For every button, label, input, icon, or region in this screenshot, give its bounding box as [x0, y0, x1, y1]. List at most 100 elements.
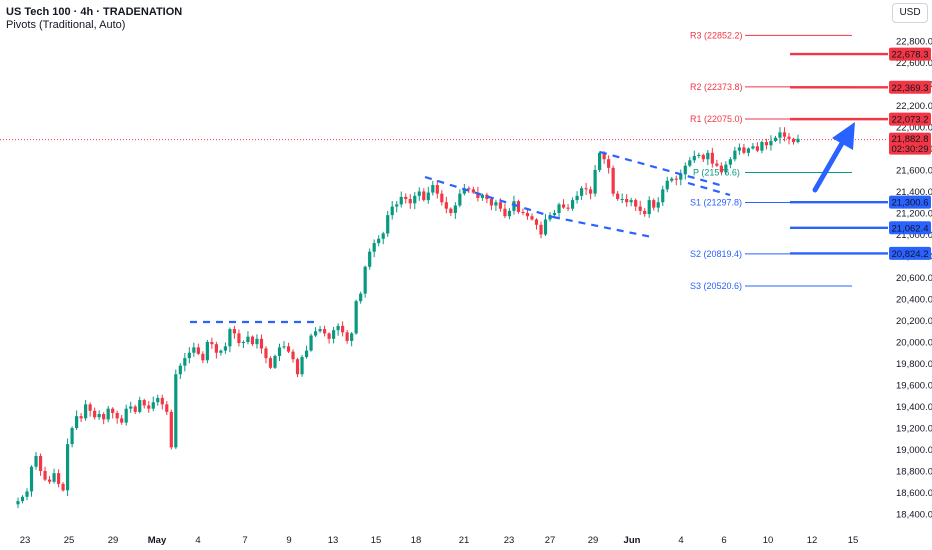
- candle-body: [309, 335, 313, 351]
- x-tick-label: 25: [64, 535, 75, 546]
- y-tick-label: 18,800.0: [896, 467, 932, 478]
- candle-body: [760, 142, 764, 151]
- pivot-lines: R3 (22852.2) R2 (22373.8) R1 (22075.0) P (2…: [690, 30, 888, 291]
- candle-body: [683, 165, 687, 175]
- candle-body: [286, 346, 291, 352]
- pivot-label-s2: S2 (20819.4): [690, 249, 742, 259]
- candle-body: [643, 210, 647, 215]
- currency-button[interactable]: USD: [892, 3, 928, 23]
- level-price-text: 20,824.2: [892, 249, 929, 260]
- symbol-title[interactable]: US Tech 100 · 4h · TRADENATION: [6, 6, 183, 18]
- candle-body: [75, 416, 79, 428]
- time-axis[interactable]: 23 25 29 May 4 7 9 13 15 18 21 23 27 29 Jun 4 6 10 12 15: [20, 535, 859, 546]
- channel-lower-line: [425, 186, 553, 218]
- indicator-title[interactable]: Pivots (Traditional, Auto): [6, 19, 126, 31]
- candle-body: [656, 202, 660, 208]
- y-tick-label: 18,600.0: [896, 488, 932, 499]
- candle-body: [710, 152, 714, 164]
- candle-body: [746, 148, 751, 153]
- candle-body: [102, 414, 106, 420]
- candle-body: [264, 348, 268, 359]
- price-labels: 22,678.3 22,369.3 22,073.2 21,300.6 21,062.4…: [889, 47, 931, 260]
- level-price-label: [889, 47, 931, 61]
- candle-body: [183, 358, 187, 366]
- candle-body: [444, 202, 448, 209]
- candle-body: [422, 191, 426, 201]
- candle-body: [196, 347, 200, 354]
- candle-body: [692, 156, 696, 161]
- x-tick-label: 29: [588, 535, 599, 546]
- candle-body: [543, 219, 548, 235]
- candle-body: [589, 189, 593, 194]
- candle-body: [313, 331, 318, 336]
- candle-body: [201, 353, 205, 361]
- x-tick-label: 23: [504, 535, 515, 546]
- y-tick-label: 20,400.0: [896, 295, 932, 306]
- level-price-label: [889, 112, 931, 126]
- candle-body: [629, 200, 633, 203]
- pivot-label-p: P (21576.6): [693, 168, 740, 178]
- price-axis[interactable]: 18,400.0 18,600.0 18,800.0 19,000.0 19,200.0…: [896, 37, 932, 521]
- candle-body: [174, 374, 178, 448]
- candle-body: [778, 132, 782, 138]
- candle-body: [724, 164, 728, 173]
- y-tick-label: 22,000.0: [896, 123, 932, 134]
- candle-body: [277, 347, 282, 356]
- candle-body: [507, 210, 512, 217]
- candle-body: [25, 491, 29, 497]
- pivot-label-r2: R2 (22373.8): [690, 82, 743, 92]
- x-tick-label: 15: [848, 535, 859, 546]
- candle-body: [381, 233, 385, 239]
- candle-body: [61, 483, 65, 491]
- y-tick-label: 20,000.0: [896, 338, 932, 349]
- candle-body: [232, 329, 237, 334]
- candle-body: [205, 342, 209, 361]
- flag-lower-line-2: [687, 181, 731, 197]
- level-price-text: 22,678.3: [892, 50, 929, 61]
- candle-body: [192, 347, 196, 353]
- candle-body: [467, 188, 471, 190]
- x-tick-label: 23: [20, 535, 31, 546]
- candle-body: [29, 466, 34, 492]
- candle-body: [377, 238, 381, 244]
- candle-body: [670, 178, 674, 181]
- candle-body: [250, 336, 255, 345]
- candle-body: [399, 196, 403, 205]
- candle-body: [372, 243, 376, 252]
- x-tick-label: 6: [721, 535, 726, 546]
- candle-body: [503, 208, 507, 217]
- candle-body: [120, 418, 124, 423]
- candle-body: [611, 167, 615, 194]
- candle-body: [43, 471, 47, 480]
- candle-body: [602, 152, 606, 160]
- candle-body: [521, 211, 525, 213]
- candle-body: [620, 199, 624, 201]
- y-tick-label: 21,600.0: [896, 166, 932, 177]
- y-tick-label: 22,800.0: [896, 37, 932, 48]
- y-tick-label: 22,600.0: [896, 58, 932, 69]
- candle-body: [516, 201, 521, 212]
- candle-body: [273, 355, 277, 368]
- candle-body: [354, 301, 358, 334]
- candle-body: [246, 336, 250, 342]
- candle-body: [160, 397, 164, 405]
- candle-body: [579, 188, 584, 196]
- candle-body: [773, 137, 778, 141]
- candle-body: [534, 219, 539, 225]
- candle-body: [417, 191, 421, 196]
- candle-body: [386, 215, 390, 234]
- candle-body: [156, 397, 160, 403]
- candle-body: [661, 189, 665, 203]
- y-tick-label: 21,200.0: [896, 209, 932, 220]
- x-tick-label: 18: [411, 535, 422, 546]
- candle-body: [282, 346, 286, 348]
- candle-body: [462, 188, 466, 194]
- y-tick-label: 18,400.0: [896, 510, 932, 521]
- candle-body: [607, 159, 611, 168]
- candle-body: [697, 154, 701, 157]
- candle-body: [129, 406, 133, 409]
- level-price-label: [889, 221, 931, 235]
- candle-body: [79, 416, 83, 419]
- candle-body: [652, 200, 656, 208]
